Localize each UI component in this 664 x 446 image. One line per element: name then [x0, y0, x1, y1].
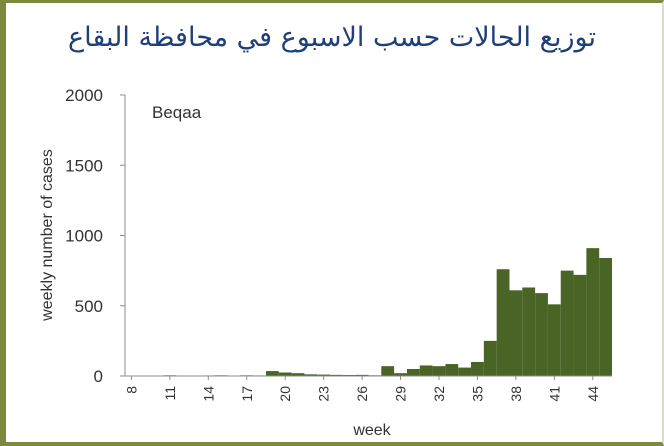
y-tick-label: 0: [94, 367, 103, 386]
x-tick-label: 38: [508, 386, 524, 402]
x-axis-label: week: [352, 422, 391, 439]
x-tick-label: 8: [123, 386, 139, 394]
bar-week-41: [547, 304, 561, 376]
bar-week-26: [355, 374, 369, 376]
bar-week-35: [471, 361, 484, 376]
chart-title: توزيع الحالات حسب الاسبوع في محافظة البق…: [67, 22, 597, 53]
x-tick-label: 20: [277, 386, 293, 402]
bar-week-37: [496, 269, 510, 376]
series-annotation: Beqaa: [152, 103, 202, 122]
bar-week-24: [330, 374, 343, 376]
bar-week-23: [317, 374, 331, 376]
x-tick-label: 23: [316, 386, 332, 402]
bar-week-36: [483, 340, 497, 377]
bar-week-31: [419, 365, 433, 376]
bar-week-29: [394, 373, 407, 376]
x-tick-label: 44: [585, 386, 601, 402]
x-tick-label: 26: [354, 386, 370, 402]
y-tick-label: 1000: [65, 227, 103, 246]
bar-week-21: [291, 373, 305, 376]
bar-week-28: [381, 366, 395, 376]
x-tick-label: 32: [431, 386, 447, 402]
bar-week-43: [573, 274, 587, 376]
bar-week-22: [304, 374, 318, 376]
bar-week-42: [560, 270, 574, 377]
y-axis-label: weekly number of cases: [39, 149, 56, 322]
bar-week-19: [265, 371, 279, 376]
bar-week-39: [522, 287, 536, 376]
bar-week-30: [406, 368, 420, 376]
bars-group: [163, 248, 612, 377]
y-tick-label: 1500: [65, 156, 103, 175]
x-ticks-group: 8 11 14 17 20 23 26 29 32 35 38 41 44: [123, 376, 601, 402]
x-tick-label: 14: [200, 386, 216, 402]
x-tick-label: 11: [162, 386, 178, 401]
x-tick-label: 29: [393, 386, 409, 402]
y-tick-label: 2000: [65, 86, 103, 105]
bar-week-40: [535, 293, 548, 376]
x-tick-label: 35: [469, 386, 485, 402]
x-tick-label: 41: [546, 386, 562, 402]
bar-week-32: [432, 366, 446, 376]
bar-week-45: [599, 257, 612, 376]
bar-week-33: [445, 364, 459, 376]
y-ticks-group: 0 500 1000 1500 2000: [65, 86, 125, 386]
y-tick-label: 500: [75, 297, 103, 316]
bar-week-38: [509, 290, 523, 376]
bar-week-34: [458, 367, 472, 376]
bar-week-20: [278, 372, 292, 376]
x-tick-label: 17: [239, 386, 255, 402]
bar-week-44: [586, 248, 600, 376]
